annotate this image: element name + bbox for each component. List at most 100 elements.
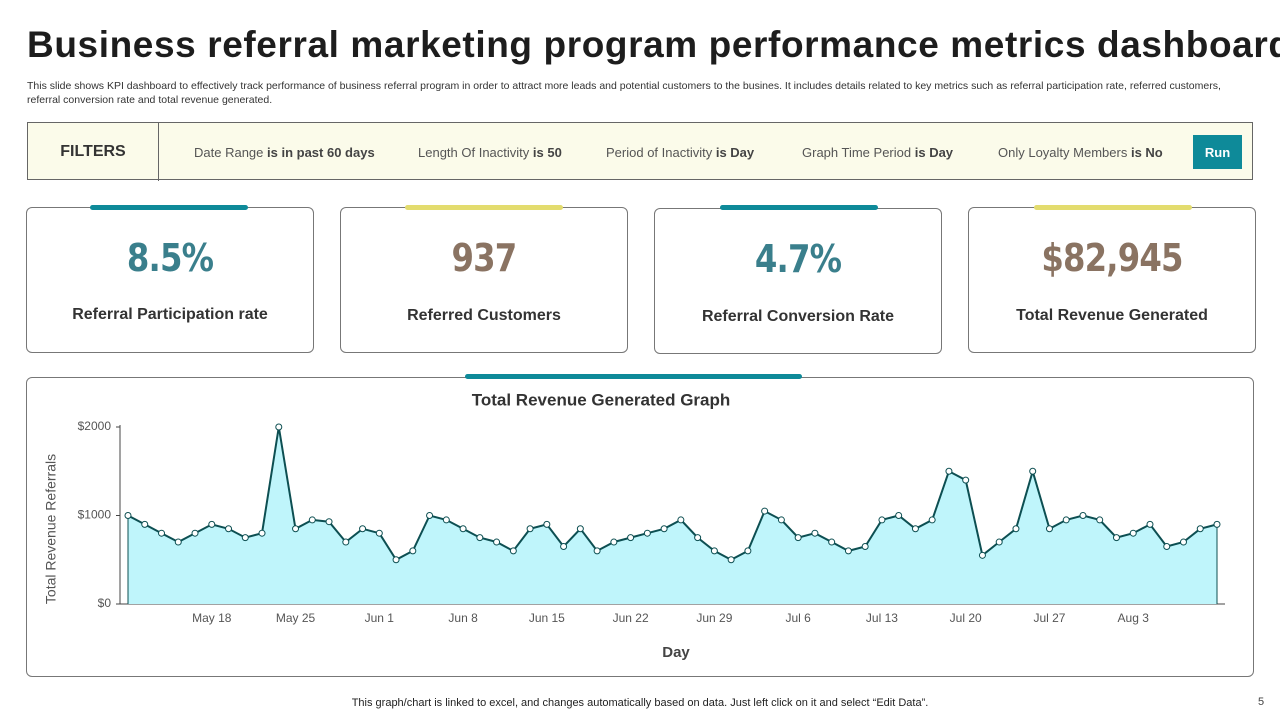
point	[275, 423, 283, 431]
filter-value: is No	[1130, 145, 1163, 160]
filter-label: FILTERS	[28, 123, 159, 181]
chart-title: Total Revenue Generated Graph	[472, 390, 731, 409]
point	[1045, 525, 1053, 533]
point	[292, 525, 300, 533]
point	[1179, 538, 1187, 546]
point	[1163, 542, 1171, 550]
point	[694, 534, 702, 542]
point	[878, 516, 886, 524]
x-tick-label: Jun 15	[529, 611, 565, 625]
point	[593, 547, 601, 555]
point	[543, 520, 551, 528]
point	[1012, 525, 1020, 533]
point	[710, 547, 718, 555]
filter-value: is 50	[532, 145, 562, 160]
point	[225, 525, 233, 533]
point	[1029, 467, 1037, 475]
point	[409, 547, 417, 555]
filter-name: Date Range	[194, 145, 264, 160]
point	[1129, 529, 1137, 537]
point	[191, 529, 199, 537]
point	[392, 556, 400, 564]
x-tick-label: Jul 13	[866, 611, 898, 625]
point	[442, 516, 450, 524]
point	[576, 525, 584, 533]
point	[1213, 520, 1221, 528]
kpi-label: Referral Conversion Rate	[701, 308, 895, 325]
point	[325, 518, 333, 526]
point	[1079, 512, 1087, 519]
point	[895, 512, 903, 519]
point	[1196, 525, 1204, 533]
point	[141, 520, 149, 528]
kpi-label: Referred Customers	[407, 307, 561, 324]
x-tick-label: Jun 1	[365, 611, 395, 625]
run-button[interactable]: Run	[1193, 135, 1242, 169]
point	[828, 538, 836, 546]
card-accent	[720, 205, 878, 210]
filter-name: Graph Time Period	[802, 145, 912, 160]
point	[258, 529, 266, 537]
point	[308, 516, 316, 524]
point	[459, 525, 467, 533]
filter[interactable]: Period of Inactivity is Day	[606, 145, 754, 160]
filter-bar: FILTERS Date Range is in past 60 days Le…	[27, 122, 1253, 181]
filter-value: is Day	[715, 145, 755, 160]
point	[359, 525, 367, 533]
point	[744, 547, 752, 555]
filter-value: is Day	[914, 145, 954, 160]
x-tick-label: Jun 29	[696, 611, 732, 625]
point	[660, 525, 668, 533]
point	[794, 534, 802, 542]
card-accent	[405, 205, 563, 210]
x-axis-title: Day	[662, 644, 690, 661]
point	[476, 534, 484, 542]
point	[945, 467, 953, 475]
card-accent	[90, 205, 248, 210]
point	[727, 556, 735, 564]
x-tick-label: Jun 22	[613, 611, 649, 625]
point	[610, 538, 618, 546]
x-tick-label: Jun 8	[448, 611, 478, 625]
point	[375, 529, 383, 537]
point	[761, 507, 769, 515]
x-tick-label: May 18	[192, 611, 232, 625]
kpi-value: 8.5%	[126, 236, 214, 280]
kpi-value: 4.7%	[754, 237, 842, 281]
point	[1112, 534, 1120, 542]
y-tick-label: $1000	[78, 508, 112, 522]
x-tick-label: May 25	[276, 611, 316, 625]
point	[124, 512, 132, 519]
point	[627, 534, 635, 542]
point	[911, 525, 919, 533]
point	[811, 529, 819, 537]
point	[844, 547, 852, 555]
point	[509, 547, 517, 555]
point	[158, 529, 166, 537]
filter[interactable]: Date Range is in past 60 days	[194, 145, 375, 160]
kpi-label: Referral Participation rate	[72, 306, 268, 323]
point	[493, 538, 501, 546]
page-number: 5	[1258, 696, 1265, 708]
filter-name: Period of Inactivity	[606, 145, 713, 160]
point	[978, 551, 986, 559]
point	[1096, 516, 1104, 524]
point	[241, 534, 249, 542]
filter-value: is in past 60 days	[267, 145, 375, 160]
area	[128, 427, 1217, 604]
point	[995, 538, 1003, 546]
filter[interactable]: Length Of Inactivity is 50	[418, 145, 562, 160]
point	[677, 516, 685, 524]
filter-name: Only Loyalty Members	[998, 145, 1128, 160]
card-accent	[1034, 205, 1192, 210]
x-tick-label: Jul 20	[950, 611, 982, 625]
filter[interactable]: Only Loyalty Members is No	[998, 145, 1163, 160]
y-tick-label: $0	[98, 596, 112, 610]
page-title: Business referral marketing program perf…	[27, 24, 1280, 65]
filter-name: Length Of Inactivity	[418, 145, 530, 160]
filter[interactable]: Graph Time Period is Day	[802, 145, 953, 160]
point	[962, 476, 970, 484]
kpi-value: $82,945	[1041, 236, 1183, 280]
